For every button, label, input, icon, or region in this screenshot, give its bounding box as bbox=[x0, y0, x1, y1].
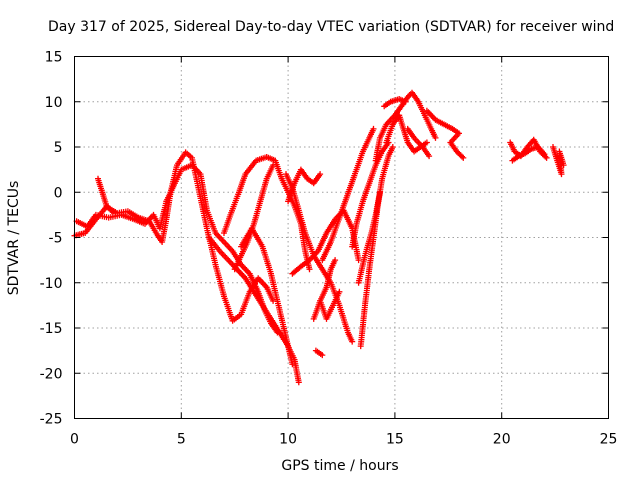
x-tick-label: 20 bbox=[493, 432, 511, 448]
x-axis-label: GPS time / hours bbox=[281, 458, 398, 474]
data-point bbox=[389, 144, 396, 150]
y-tick-label: -10 bbox=[40, 276, 63, 292]
data-point bbox=[423, 139, 430, 146]
data-point bbox=[319, 352, 326, 359]
x-tick-label: 25 bbox=[600, 432, 618, 448]
x-tick-label: 15 bbox=[386, 432, 404, 448]
y-tick-label: -20 bbox=[40, 366, 63, 382]
data-points bbox=[71, 89, 567, 386]
data-point bbox=[355, 257, 362, 264]
data-point bbox=[560, 162, 567, 169]
data-point bbox=[426, 153, 433, 160]
chart-title: Day 317 of 2025, Sidereal Day-to-day VTE… bbox=[48, 19, 614, 35]
y-tick-label: -25 bbox=[40, 412, 63, 428]
data-point bbox=[336, 288, 343, 295]
data-point bbox=[376, 189, 383, 196]
data-point bbox=[402, 98, 409, 105]
y-axis-label: SDTVAR / TECUs bbox=[6, 181, 22, 296]
x-tick-label: 10 bbox=[279, 432, 297, 448]
y-tick-label: -15 bbox=[40, 321, 63, 337]
grid-lines bbox=[74, 56, 609, 419]
y-tick-labels: 15 10 5 0 -5 -10 -15 -20 -25 bbox=[40, 50, 63, 428]
x-tick-labels: 0 5 10 15 20 25 bbox=[70, 432, 617, 448]
y-tick-label: 10 bbox=[45, 95, 63, 111]
axis-ticks bbox=[74, 56, 609, 419]
data-point bbox=[289, 361, 296, 368]
data-point bbox=[270, 162, 277, 169]
y-tick-label: 15 bbox=[45, 50, 63, 66]
data-point bbox=[332, 257, 339, 264]
x-tick-label: 5 bbox=[177, 432, 186, 448]
data-point bbox=[459, 153, 465, 160]
x-tick-label: 0 bbox=[70, 432, 79, 448]
data-point bbox=[541, 151, 548, 158]
data-point bbox=[543, 154, 550, 161]
y-tick-label: 5 bbox=[54, 140, 63, 156]
y-tick-label: 0 bbox=[54, 185, 63, 201]
y-tick-label: -5 bbox=[49, 231, 63, 247]
data-point bbox=[306, 266, 313, 273]
data-point bbox=[108, 207, 115, 214]
data-point bbox=[317, 171, 324, 178]
data-point bbox=[109, 209, 116, 216]
data-point bbox=[349, 338, 356, 345]
data-point bbox=[370, 125, 377, 132]
data-point bbox=[295, 379, 302, 386]
data-point bbox=[432, 134, 439, 141]
data-point bbox=[460, 154, 467, 161]
